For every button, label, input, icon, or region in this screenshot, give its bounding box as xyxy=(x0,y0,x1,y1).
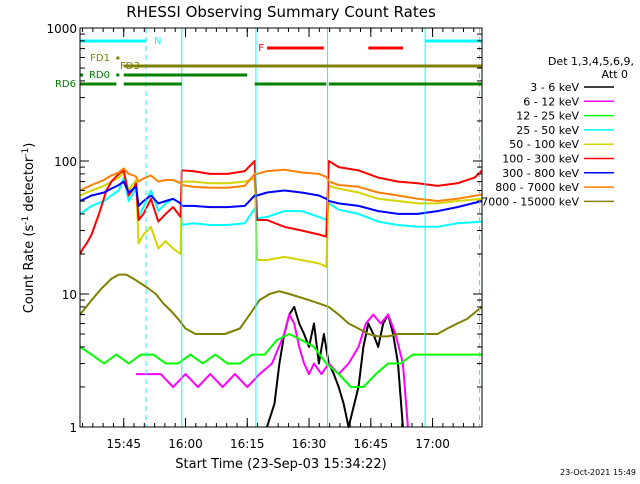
legend-label-50-100-kev: 50 - 100 keV xyxy=(509,138,579,151)
series-line-800-7000-kev xyxy=(79,167,483,202)
x-tick-label: 16:00 xyxy=(168,437,203,451)
series-line-100-300-kev xyxy=(79,160,483,255)
series-line-25-50-kev xyxy=(79,176,483,228)
series-layer xyxy=(79,160,483,428)
status-bar-layer: N F FD1 FD3 RD0 RD6 xyxy=(55,36,482,90)
series-line-300-800-kev xyxy=(79,180,483,215)
x-tick-label: 15:45 xyxy=(106,437,141,451)
plot-frame xyxy=(79,27,483,428)
status-label-n: N xyxy=(154,36,161,47)
x-tick-label: 17:00 xyxy=(415,437,450,451)
y-axis-label-detector: detector xyxy=(22,156,37,216)
x-tick-label: 16:15 xyxy=(230,437,265,451)
status-label-fd1: FD1 xyxy=(90,53,110,64)
legend-header-detectors: Det 1,3,4,5,6,9, xyxy=(548,55,634,68)
y-axis-label-close: ) xyxy=(22,143,37,148)
x-tick-label: 16:45 xyxy=(354,437,389,451)
legend-label-25-50-kev: 25 - 50 keV xyxy=(516,124,579,137)
legend-header-attenuator: Att 0 xyxy=(602,68,628,81)
chart-title: RHESSI Observing Summary Count Rates xyxy=(126,3,436,21)
legend-label-6-12-kev: 6 - 12 keV xyxy=(523,95,579,108)
series-line-7000-15000-kev xyxy=(79,273,483,338)
x-axis: 15:45 16:00 16:15 16:30 16:45 17:00 xyxy=(82,28,475,451)
y-tick-label: 1 xyxy=(69,421,77,435)
status-label-rd0: RD0 xyxy=(89,70,110,81)
y-tick-label: 1000 xyxy=(46,22,77,36)
y-axis: 1 10 100 1000 xyxy=(46,22,482,435)
plot-area: N F FD1 FD3 RD0 RD6 xyxy=(55,27,483,428)
series-line-12-25-kev xyxy=(79,333,482,388)
status-label-fd3: FD3 xyxy=(120,61,140,72)
legend-label-3-6-kev: 3 - 6 keV xyxy=(530,81,579,94)
y-axis-label-exponent-2: -1 xyxy=(21,148,31,157)
series-line-6-12-kev xyxy=(136,313,409,428)
x-tick-label: 16:30 xyxy=(292,437,327,451)
status-label-rd6: RD6 xyxy=(55,79,76,90)
legend-label-300-800-kev: 300 - 800 keV xyxy=(502,167,579,180)
legend-label-100-300-kev: 100 - 300 keV xyxy=(502,153,579,166)
footer-date: 23-Oct-2021 15:49 xyxy=(560,468,636,477)
y-axis-label-main: Count Rate (s xyxy=(22,225,37,314)
y-tick-label: 10 xyxy=(62,288,77,302)
legend-label-800-7000-kev: 800 - 7000 keV xyxy=(495,181,579,194)
y-axis-label: Count Rate (s-1 detector-1) xyxy=(21,143,37,314)
legend-label-12-25-kev: 12 - 25 keV xyxy=(516,110,579,123)
y-axis-label-exponent: -1 xyxy=(21,216,31,225)
y-tick-label: 100 xyxy=(54,155,77,169)
legend-label-7000-15000-kev: 7000 - 15000 keV xyxy=(481,195,579,208)
series-line-3-6-kev xyxy=(266,305,404,428)
x-axis-label: Start Time (23-Sep-03 15:34:22) xyxy=(175,457,386,472)
status-label-f: F xyxy=(258,43,264,54)
